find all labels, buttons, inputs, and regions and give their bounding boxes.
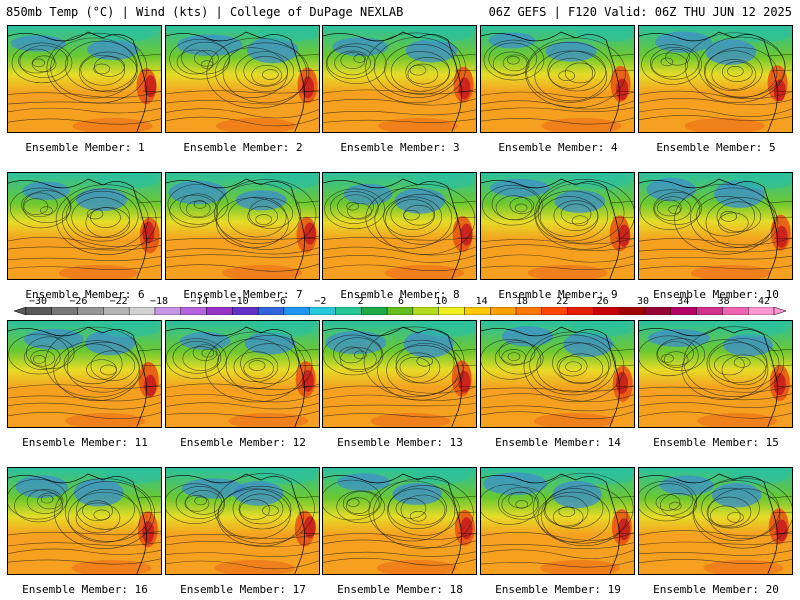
ensemble-member-label: Ensemble Member: 13 bbox=[337, 436, 463, 449]
ensemble-member-label: Ensemble Member: 15 bbox=[653, 436, 779, 449]
ensemble-member-map bbox=[322, 467, 477, 575]
colorbar-tick-label: 42 bbox=[757, 296, 771, 307]
ensemble-member-label: Ensemble Member: 2 bbox=[183, 141, 303, 154]
ensemble-member-map bbox=[7, 467, 162, 575]
colorbar-tick-label: 22 bbox=[556, 296, 569, 307]
colorbar-tick-label: −18 bbox=[149, 296, 169, 307]
ensemble-member-label: Ensemble Member: 18 bbox=[337, 583, 463, 596]
ensemble-member-map bbox=[638, 25, 793, 133]
colorbar-tick-label: −10 bbox=[230, 296, 249, 307]
ensemble-member-map bbox=[480, 467, 635, 575]
ensemble-member-label: Ensemble Member: 17 bbox=[180, 583, 306, 596]
ensemble-member-label: Ensemble Member: 11 bbox=[22, 436, 148, 449]
colorbar-tick-label: 26 bbox=[596, 296, 609, 307]
ensemble-member-label: Ensemble Member: 10 bbox=[653, 288, 779, 301]
ensemble-member-map bbox=[638, 467, 793, 575]
ensemble-member-label: Ensemble Member: 8 bbox=[340, 288, 460, 301]
ensemble-member-label: Ensemble Member: 3 bbox=[340, 141, 460, 154]
ensemble-member-label: Ensemble Member: 14 bbox=[495, 436, 621, 449]
colorbar-tick-label: −30 bbox=[28, 296, 48, 307]
chart-title: 850mb Temp (°C) | Wind (kts) | College o… bbox=[6, 5, 404, 19]
colorbar-tick-label: 34 bbox=[677, 296, 690, 307]
ensemble-member-label: Ensemble Member: 9 bbox=[498, 288, 618, 301]
colorbar-tick-label: 10 bbox=[435, 296, 448, 307]
colorbar-tick-label: 18 bbox=[515, 296, 529, 307]
ensemble-member-map bbox=[638, 172, 793, 280]
ensemble-member-map bbox=[322, 320, 477, 428]
colorbar-tick-label: 14 bbox=[475, 296, 488, 307]
colorbar-tick-label: 30 bbox=[636, 296, 650, 307]
ensemble-member-map bbox=[638, 320, 793, 428]
ensemble-member-label: Ensemble Member: 7 bbox=[183, 288, 303, 301]
ensemble-member-map bbox=[480, 25, 635, 133]
ensemble-member-map bbox=[480, 320, 635, 428]
ensemble-member-label: Ensemble Member: 5 bbox=[656, 141, 776, 154]
ensemble-member-label: Ensemble Member: 6 bbox=[25, 288, 145, 301]
ensemble-member-label: Ensemble Member: 19 bbox=[495, 583, 621, 596]
ensemble-member-label: Ensemble Member: 1 bbox=[25, 141, 145, 154]
colorbar-strip bbox=[14, 307, 786, 315]
ensemble-member-map bbox=[480, 172, 635, 280]
colorbar-tick-label: −26 bbox=[69, 296, 88, 307]
colorbar-tick-label: 2 bbox=[357, 296, 364, 307]
ensemble-member-map bbox=[165, 320, 320, 428]
colorbar-tick-label: −6 bbox=[273, 296, 287, 307]
ensemble-member-map bbox=[322, 25, 477, 133]
ensemble-member-map bbox=[7, 25, 162, 133]
ensemble-member-label: Ensemble Member: 4 bbox=[498, 141, 618, 154]
ensemble-member-label: Ensemble Member: 12 bbox=[180, 436, 306, 449]
ensemble-member-map bbox=[165, 25, 320, 133]
colorbar-tick-label: −22 bbox=[109, 296, 128, 307]
ensemble-member-map bbox=[7, 320, 162, 428]
colorbar-ticks: −30 −26 −22 −18 −14 −10 −6 −2 2 6 10 14 18 22 26 30 34 38… bbox=[0, 296, 800, 307]
run-info: 06Z GEFS | F120 Valid: 06Z THU JUN 12 20… bbox=[488, 5, 792, 19]
ensemble-member-map bbox=[165, 467, 320, 575]
colorbar-tick-label: 38 bbox=[717, 296, 730, 307]
ensemble-member-map bbox=[165, 172, 320, 280]
ensemble-member-map bbox=[322, 172, 477, 280]
ensemble-member-map bbox=[7, 172, 162, 280]
colorbar-tick-label: −2 bbox=[314, 296, 327, 307]
colorbar: −30 −26 −22 −18 −14 −10 −6 −2 2 6 10 14 18 22 26 30 34 38… bbox=[0, 296, 800, 318]
ensemble-member-label: Ensemble Member: 20 bbox=[653, 583, 779, 596]
colorbar-tick-label: −14 bbox=[190, 296, 209, 307]
colorbar-tick-label: 6 bbox=[397, 296, 405, 307]
ensemble-member-label: Ensemble Member: 16 bbox=[22, 583, 148, 596]
